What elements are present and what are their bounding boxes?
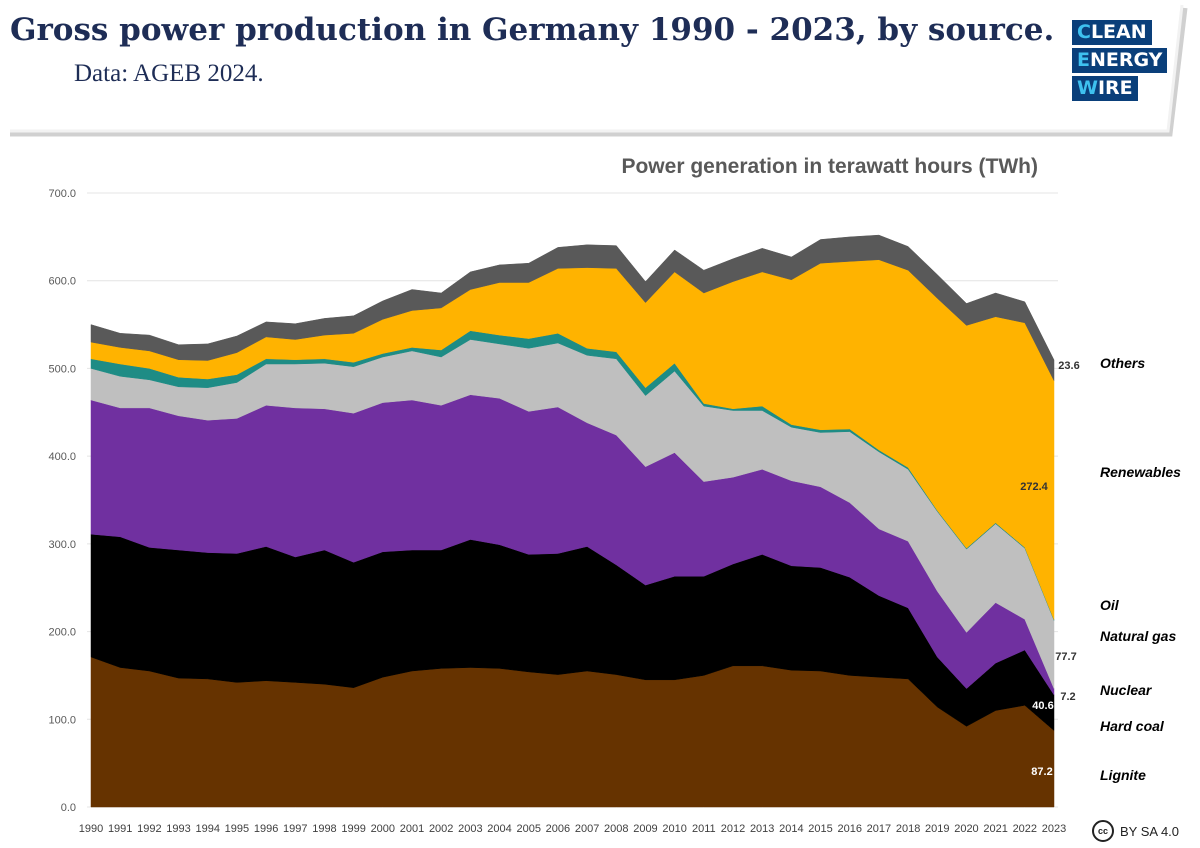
creative-commons-icon: cc bbox=[1092, 820, 1114, 842]
x-tick-label: 2020 bbox=[954, 823, 978, 835]
series-label-oil: Oil bbox=[1100, 597, 1120, 613]
y-tick-label: 200.0 bbox=[48, 627, 76, 639]
x-tick-label: 1998 bbox=[312, 823, 336, 835]
x-tick-label: 2015 bbox=[808, 823, 832, 835]
x-tick-label: 1994 bbox=[195, 823, 219, 835]
data-label-lignite: 87.2 bbox=[1031, 766, 1052, 778]
data-label-others: 23.6 bbox=[1058, 360, 1079, 372]
x-tick-label: 1992 bbox=[137, 823, 161, 835]
x-tick-label: 2023 bbox=[1042, 823, 1066, 835]
x-tick-label: 1995 bbox=[225, 823, 249, 835]
data-label-hard-coal: 40.6 bbox=[1032, 700, 1053, 712]
y-tick-label: 400.0 bbox=[48, 451, 76, 463]
license-text: BY SA 4.0 bbox=[1120, 823, 1180, 839]
y-tick-label: 100.0 bbox=[48, 714, 76, 726]
y-tick-label: 600.0 bbox=[48, 276, 76, 288]
x-tick-label: 2022 bbox=[1013, 823, 1037, 835]
data-label-renewables: 272.4 bbox=[1020, 481, 1048, 493]
x-tick-label: 2009 bbox=[633, 823, 657, 835]
series-label-hard-coal: Hard coal bbox=[1100, 718, 1165, 734]
y-tick-label: 300.0 bbox=[48, 539, 76, 551]
x-tick-label: 2011 bbox=[692, 823, 716, 835]
x-tick-label: 2005 bbox=[516, 823, 540, 835]
x-tick-label: 2008 bbox=[604, 823, 628, 835]
x-tick-label: 2012 bbox=[721, 823, 745, 835]
y-tick-label: 0.0 bbox=[61, 802, 76, 814]
data-label-natural-gas: 77.7 bbox=[1055, 651, 1076, 663]
x-tick-label: 2004 bbox=[487, 823, 511, 835]
x-tick-label: 1993 bbox=[166, 823, 190, 835]
x-tick-label: 2014 bbox=[779, 823, 803, 835]
area-others bbox=[90, 234, 1055, 381]
x-tick-label: 2000 bbox=[371, 823, 395, 835]
logo-line-1: CLEAN bbox=[1072, 20, 1152, 45]
x-tick-label: 2018 bbox=[896, 823, 920, 835]
data-label-nuclear: 7.2 bbox=[1060, 691, 1075, 703]
x-tick-label: 2013 bbox=[750, 823, 774, 835]
x-tick-label: 2006 bbox=[546, 823, 570, 835]
x-tick-label: 2010 bbox=[662, 823, 686, 835]
series-label-others: Others bbox=[1100, 355, 1145, 371]
x-tick-label: 2019 bbox=[925, 823, 949, 835]
x-tick-label: 1999 bbox=[341, 823, 365, 835]
x-tick-label: 2016 bbox=[837, 823, 861, 835]
series-label-natural-gas: Natural gas bbox=[1100, 628, 1176, 644]
x-tick-label: 2007 bbox=[575, 823, 599, 835]
x-tick-label: 1991 bbox=[108, 823, 132, 835]
x-tick-label: 2017 bbox=[867, 823, 891, 835]
series-label-renewables: Renewables bbox=[1100, 464, 1181, 480]
x-tick-label: 2001 bbox=[400, 823, 424, 835]
license-notice: cc BY SA 4.0 bbox=[1092, 820, 1179, 842]
logo-line-2: ENERGY bbox=[1072, 48, 1168, 73]
series-label-nuclear: Nuclear bbox=[1100, 682, 1153, 698]
x-tick-label: 1996 bbox=[254, 823, 278, 835]
logo-line-3: WIRE bbox=[1072, 76, 1138, 101]
power-generation-chart: Power generation in terawatt hours (TWh)… bbox=[48, 155, 1181, 835]
series-label-lignite: Lignite bbox=[1100, 767, 1146, 783]
chart-title: Power generation in terawatt hours (TWh) bbox=[621, 155, 1038, 178]
x-tick-label: 1990 bbox=[79, 823, 103, 835]
x-tick-label: 2003 bbox=[458, 823, 482, 835]
clean-energy-wire-logo: CLEAN ENERGY WIRE bbox=[1072, 20, 1168, 104]
page-subtitle: Data: AGEB 2024. bbox=[74, 60, 264, 87]
x-tick-label: 1997 bbox=[283, 823, 307, 835]
x-tick-label: 2002 bbox=[429, 823, 453, 835]
x-tick-label: 2021 bbox=[983, 823, 1007, 835]
header-divider bbox=[10, 4, 1188, 137]
page-title: Gross power production in Germany 1990 -… bbox=[10, 12, 1055, 48]
logo-line-1-rest: LEAN bbox=[1090, 21, 1147, 43]
y-tick-label: 500.0 bbox=[48, 363, 76, 375]
y-tick-label: 700.0 bbox=[48, 188, 76, 200]
